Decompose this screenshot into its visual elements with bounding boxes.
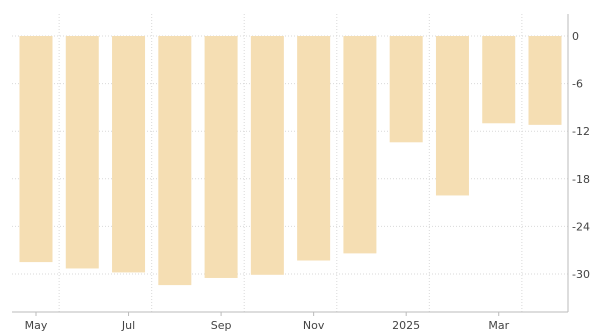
y-tick-label: -6 — [572, 78, 583, 91]
x-tick-label: Sep — [211, 319, 232, 332]
bar — [65, 36, 99, 269]
bar — [19, 36, 53, 263]
x-tick-label: May — [25, 319, 48, 332]
x-tick-label: Nov — [303, 319, 325, 332]
y-tick-label: -30 — [572, 268, 590, 281]
y-tick-label: -12 — [572, 125, 590, 138]
bar — [482, 36, 516, 124]
x-tick-label: Mar — [488, 319, 509, 332]
bar — [343, 36, 377, 254]
bar — [250, 36, 284, 275]
bar — [112, 36, 146, 273]
y-tick-labels: 0 -6 -12 -18 -24 -30 — [572, 30, 590, 281]
x-tick-labels: May Jul Sep Nov 2025 Mar — [25, 319, 510, 332]
bar — [297, 36, 331, 261]
bar — [204, 36, 238, 278]
x-tick-label: 2025 — [392, 319, 420, 332]
bar — [389, 36, 423, 143]
bar — [528, 36, 562, 125]
bar — [435, 36, 469, 196]
bar — [158, 36, 192, 286]
y-tick-label: 0 — [572, 30, 579, 43]
y-tick-label: -18 — [572, 173, 590, 186]
x-tick-label: Jul — [121, 319, 135, 332]
bar-series — [19, 36, 562, 286]
axes — [12, 14, 569, 316]
y-tick-label: -24 — [572, 220, 590, 233]
